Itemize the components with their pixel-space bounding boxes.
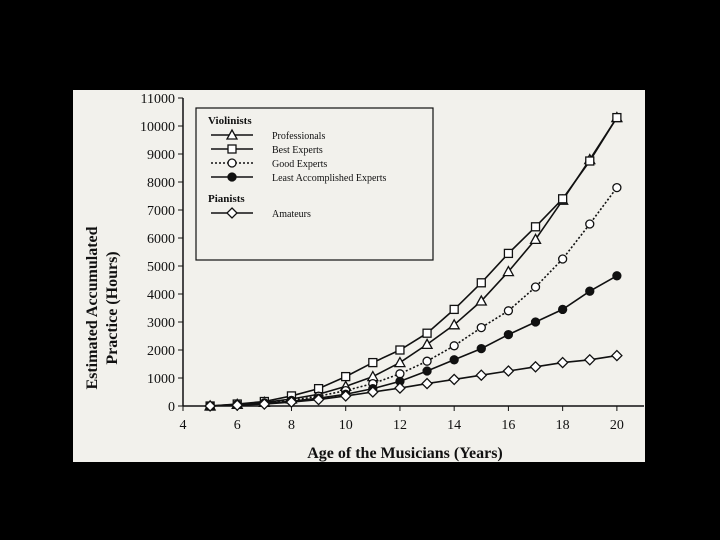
data-series — [204, 111, 623, 412]
data-point — [557, 194, 568, 204]
chart-panel: 4 6 8 10 12 14 16 18 20 0 1000 2000 3000 4000 5000 6000… — [73, 90, 645, 462]
y-tick-label: 4000 — [147, 288, 175, 303]
x-tick-label: 4 — [180, 418, 187, 433]
data-point — [610, 349, 623, 362]
y-axis-title: Estimated Accumulated Practice (Hours) — [84, 226, 121, 389]
data-point — [585, 219, 595, 229]
data-point — [585, 286, 595, 296]
series-line — [210, 117, 618, 407]
data-point — [449, 355, 459, 365]
y-tick-label: 2000 — [147, 344, 175, 359]
series-line — [210, 187, 618, 407]
data-point — [448, 318, 461, 330]
data-point — [420, 338, 434, 350]
y-tick-label: 9000 — [147, 148, 175, 163]
legend-label: Good Experts — [272, 159, 327, 170]
legend-label: Amateurs — [272, 209, 311, 220]
y-axis-title-line-1: Estimated Accumulated — [84, 226, 101, 389]
legend-group-title: Pianists — [208, 193, 245, 205]
legend-label: Best Experts — [272, 145, 323, 156]
legend-marker — [227, 158, 237, 168]
series-line — [210, 354, 618, 407]
data-point — [583, 353, 596, 366]
legend-marker — [227, 144, 237, 154]
data-point — [313, 383, 324, 394]
y-tick-label: 3000 — [147, 316, 175, 331]
series-line — [210, 117, 618, 407]
y-tick-label: 0 — [168, 400, 175, 415]
x-tick-label: 14 — [447, 418, 461, 433]
data-point — [393, 356, 407, 368]
data-point — [529, 233, 542, 245]
data-point — [530, 282, 541, 292]
data-point — [341, 371, 351, 382]
x-tick-label: 10 — [339, 418, 353, 433]
data-point — [503, 248, 514, 259]
series-4 — [204, 349, 623, 412]
data-point — [421, 377, 433, 390]
legend-label: Least Accomplished Experts — [272, 173, 387, 184]
y-tick-label: 5000 — [147, 260, 175, 275]
data-point — [422, 366, 432, 376]
data-point — [448, 373, 461, 386]
axes: 4 6 8 10 12 14 16 18 20 0 1000 2000 3000 4000 5000 6000… — [140, 92, 644, 433]
y-tick-label: 10000 — [140, 120, 175, 135]
practice-hours-chart: 4 6 8 10 12 14 16 18 20 0 1000 2000 3000 4000 5000 6000… — [84, 92, 644, 462]
x-axis-title: Age of the Musicians (Years) — [307, 445, 503, 462]
data-point — [476, 322, 486, 333]
legend-label: Professionals — [272, 131, 325, 142]
data-point — [503, 329, 514, 340]
y-tick-label: 1000 — [147, 372, 175, 387]
y-tick-label: 7000 — [147, 204, 175, 219]
data-point — [449, 341, 459, 351]
data-point — [395, 369, 405, 379]
x-tick-label: 20 — [610, 418, 624, 433]
x-tick-label: 6 — [234, 418, 241, 433]
data-point — [449, 304, 459, 315]
data-point — [529, 360, 542, 373]
data-point — [422, 328, 432, 338]
y-axis-title-line-2: Practice (Hours) — [104, 251, 121, 364]
data-point — [585, 156, 595, 166]
data-point — [394, 382, 406, 394]
data-point — [366, 386, 379, 398]
legend-marker — [226, 207, 238, 219]
legend-marker — [225, 128, 239, 140]
data-point — [368, 357, 378, 368]
data-point — [204, 400, 217, 412]
y-tick-label: 8000 — [147, 176, 175, 191]
legend-marker — [227, 172, 237, 182]
data-point — [557, 254, 568, 264]
data-point — [422, 356, 432, 366]
data-point — [312, 393, 325, 406]
x-tick-label: 8 — [288, 418, 295, 433]
data-point — [475, 294, 488, 306]
data-point — [503, 306, 514, 316]
data-point — [258, 398, 271, 410]
data-point — [612, 182, 622, 193]
data-point — [612, 112, 622, 123]
y-tick-label: 6000 — [147, 232, 175, 247]
data-point — [285, 396, 298, 408]
data-point — [476, 278, 486, 288]
data-point — [530, 317, 541, 327]
data-point — [556, 356, 569, 369]
data-point — [339, 390, 352, 402]
data-point — [395, 345, 405, 355]
legend: Violinists Professionals Best Experts Good … — [195, 107, 434, 261]
y-tick-label: 11000 — [141, 92, 175, 107]
data-point — [502, 265, 515, 277]
x-tick-label: 18 — [556, 418, 570, 433]
data-point — [530, 222, 541, 232]
data-point — [476, 343, 486, 354]
data-point — [502, 365, 515, 377]
data-point — [612, 271, 622, 281]
legend-group-title: Violinists — [208, 115, 252, 127]
data-point — [557, 304, 568, 315]
data-point — [231, 399, 244, 412]
data-point — [475, 369, 488, 382]
legend-box — [195, 107, 434, 261]
x-tick-label: 12 — [393, 418, 407, 433]
x-tick-label: 16 — [501, 418, 515, 433]
